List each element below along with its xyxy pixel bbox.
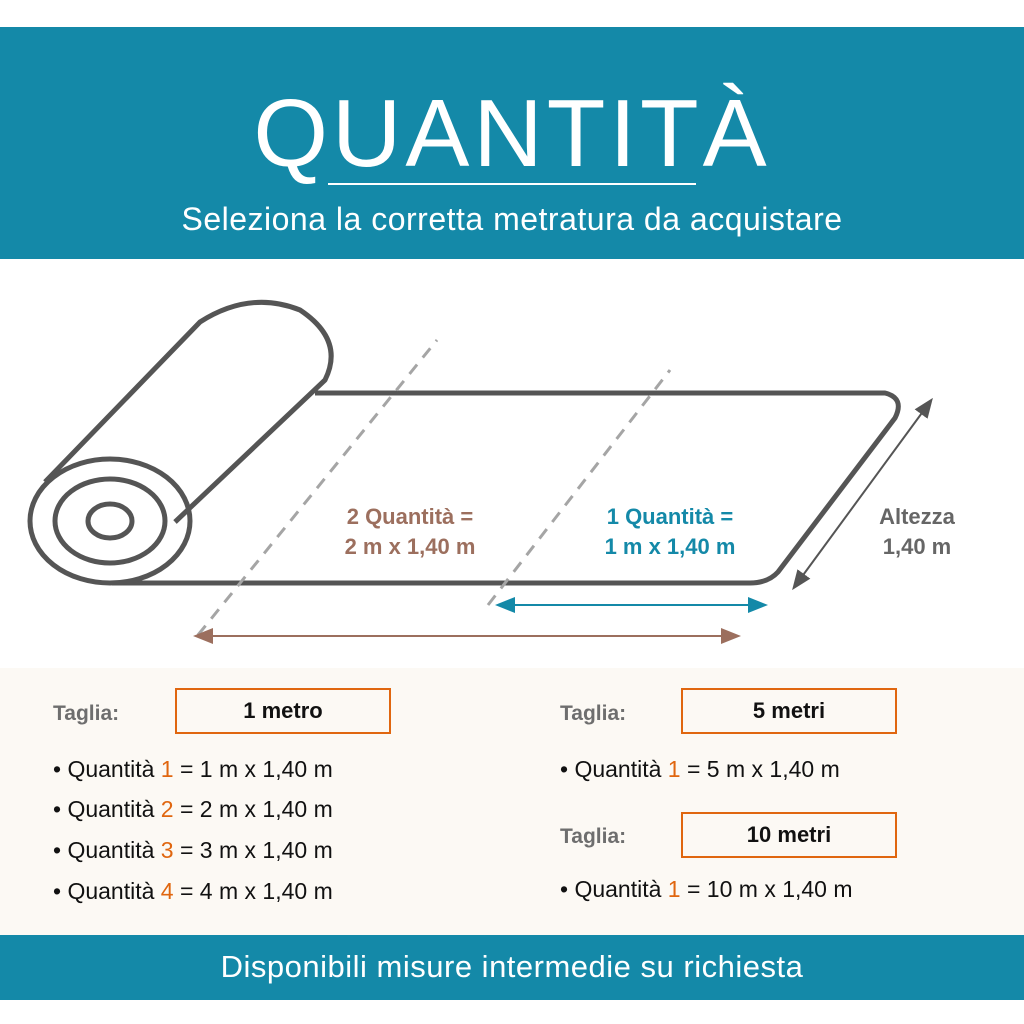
cut-line-2: [196, 339, 439, 636]
header-banner: QUANTITÀ Seleziona la corretta metratura…: [0, 27, 1024, 259]
size-box-5-metri: 5 metri: [681, 688, 897, 734]
roll-core: [85, 501, 135, 541]
title-divider: [328, 183, 696, 185]
height-label-line2: 1,40 m: [882, 534, 952, 559]
size-box-10-metri: 10 metri: [681, 812, 897, 858]
list-item: • Quantità 1 = 10 m x 1,40 m: [560, 876, 853, 902]
label-one-quantity: 1 Quantità = 1 m x 1,40 m: [570, 502, 770, 562]
list-item: • Quantità 2 = 2 m x 1,40 m: [53, 796, 333, 822]
page-subtitle: Seleziona la corretta metratura da acqui…: [181, 201, 843, 237]
size-label: Taglia:: [53, 702, 120, 725]
size-info-panel: Taglia: 1 metro • Quantità 1 = 1 m x 1,4…: [0, 668, 1024, 935]
fabric-roll-diagram: [27, 299, 933, 644]
size-label: Taglia:: [560, 825, 627, 848]
label-two-line1: 2 Quantità =: [346, 504, 474, 529]
list-item: • Quantità 3 = 3 m x 1,40 m: [53, 837, 333, 863]
label-two-line2: 2 m x 1,40 m: [344, 534, 476, 559]
size-label: Taglia:: [560, 702, 627, 725]
footer-text: Disponibili misure intermedie su richies…: [220, 949, 804, 984]
height-label: Altezza 1,40 m: [857, 502, 977, 562]
cut-line-1: [486, 369, 672, 606]
label-one-line1: 1 Quantità =: [606, 504, 734, 529]
list-item: • Quantità 1 = 1 m x 1,40 m: [53, 756, 333, 782]
arrow-height: [792, 397, 933, 591]
roll-cylinder: [43, 299, 334, 524]
height-label-line1: Altezza: [879, 504, 955, 529]
size-box-1-metro: 1 metro: [175, 688, 391, 734]
list-item: • Quantità 1 = 5 m x 1,40 m: [560, 756, 840, 782]
footer-banner: Disponibili misure intermedie su richies…: [0, 935, 1024, 1000]
roll-outer: [27, 456, 193, 586]
label-one-line2: 1 m x 1,40 m: [604, 534, 736, 559]
list-item: • Quantità 4 = 4 m x 1,40 m: [53, 878, 333, 904]
label-two-quantity: 2 Quantità = 2 m x 1,40 m: [310, 502, 510, 562]
page-title: QUANTITÀ: [253, 80, 771, 187]
roll-middle: [52, 476, 168, 566]
